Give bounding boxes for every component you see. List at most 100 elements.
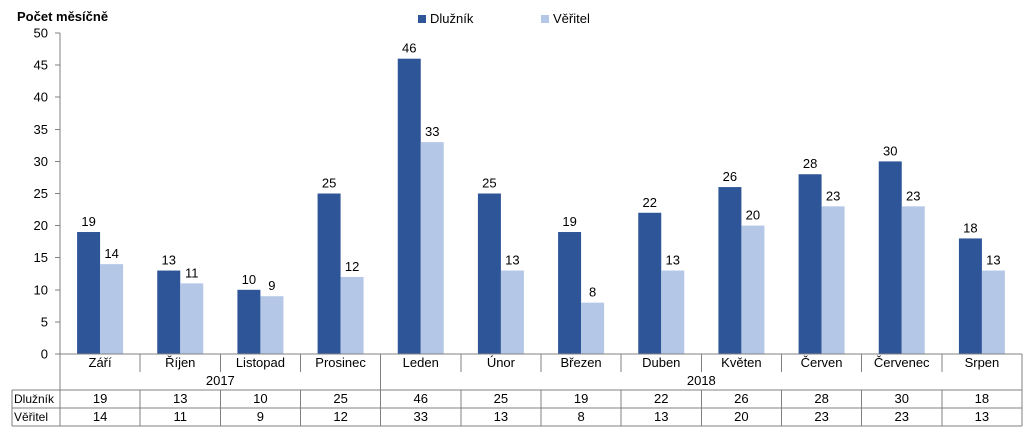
category-label: Duben [642, 355, 680, 370]
bar-value-label: 28 [803, 156, 817, 171]
bar-value-label: 20 [746, 208, 760, 223]
y-tick-label: 40 [34, 90, 48, 105]
bar-value-label: 26 [723, 169, 737, 184]
table-cell-value: 11 [174, 409, 188, 424]
y-tick-label: 25 [34, 186, 48, 201]
bar-veritel [741, 225, 765, 354]
bar-veritel [901, 206, 925, 354]
table-cell-value: 23 [814, 409, 828, 424]
table-cell-value: 19 [574, 391, 588, 406]
bar-value-label: 14 [104, 246, 118, 261]
bar-value-label: 46 [402, 41, 416, 56]
bar-value-label: 13 [505, 253, 519, 268]
table-row-header: Dlužník [14, 392, 55, 406]
bar-value-label: 33 [425, 124, 439, 139]
bar-value-label: 9 [268, 278, 275, 293]
y-axis-title: Počet měsíčně [17, 9, 108, 24]
table-cell-value: 20 [734, 409, 748, 424]
bar-veritel [821, 206, 845, 354]
bar-veritel [180, 283, 204, 354]
bar-value-label: 25 [482, 176, 496, 191]
category-label: Leden [403, 355, 439, 370]
bar-veritel [260, 296, 284, 354]
legend-swatch-1 [418, 15, 426, 23]
bar-dluznik [958, 238, 982, 354]
table-cell-value: 30 [895, 391, 909, 406]
table-cell-value: 13 [654, 409, 668, 424]
y-tick-label: 10 [34, 282, 48, 297]
category-label: Květen [721, 355, 761, 370]
category-label: Září [89, 355, 113, 370]
bar-dluznik [157, 270, 181, 354]
table-cell-value: 25 [494, 391, 508, 406]
bar-dluznik [317, 193, 341, 354]
bar-veritel [340, 276, 364, 354]
bar-veritel [500, 270, 524, 354]
y-tick-label: 20 [34, 218, 48, 233]
bar-value-label: 19 [562, 214, 576, 229]
bar-dluznik [477, 193, 501, 354]
bar-value-label: 13 [162, 253, 176, 268]
legend-label-1: Dlužník [430, 11, 474, 26]
y-tick-label: 35 [34, 122, 48, 137]
y-tick-label: 15 [34, 250, 48, 265]
table-cell-value: 13 [975, 409, 989, 424]
table-cell-value: 18 [975, 391, 989, 406]
table-cell-value: 9 [257, 409, 264, 424]
table-cell-value: 14 [93, 409, 107, 424]
bar-dluznik [718, 187, 742, 354]
bar-veritel [661, 270, 685, 354]
table-cell-value: 19 [93, 391, 107, 406]
category-label: Červen [801, 355, 843, 370]
table-cell-value: 28 [814, 391, 828, 406]
bar-value-label: 11 [185, 265, 199, 280]
bar-value-label: 18 [963, 220, 977, 235]
table-cell-value: 33 [414, 409, 428, 424]
bar-value-label: 23 [826, 188, 840, 203]
table-cell-value: 13 [173, 391, 187, 406]
table-cell-value: 12 [333, 409, 347, 424]
category-label: Srpen [965, 355, 1000, 370]
bar-dluznik [237, 289, 261, 354]
table-cell-value: 46 [414, 391, 428, 406]
category-label: Únor [487, 355, 516, 370]
y-tick-label: 50 [34, 26, 48, 41]
bar-value-label: 30 [883, 143, 897, 158]
category-label: Březen [560, 355, 601, 370]
table-row-header: Věřitel [14, 410, 48, 424]
legend-label-2: Věřitel [553, 11, 590, 26]
y-tick-label: 0 [41, 347, 48, 362]
bar-veritel [581, 302, 605, 354]
bar-veritel [981, 270, 1005, 354]
bar-dluznik [638, 212, 662, 354]
bar-dluznik [558, 232, 582, 354]
y-tick-label: 30 [34, 154, 48, 169]
bar-value-label: 12 [345, 259, 359, 274]
category-label: Listopad [236, 355, 285, 370]
bar-veritel [100, 264, 124, 354]
bar-value-label: 10 [242, 272, 256, 287]
year-group-label: 2018 [687, 373, 716, 388]
table-cell-value: 25 [333, 391, 347, 406]
bar-value-label: 19 [81, 214, 95, 229]
table-cell-value: 10 [253, 391, 267, 406]
bar-value-label: 23 [906, 188, 920, 203]
bar-dluznik [397, 58, 421, 355]
table-cell-value: 8 [577, 409, 584, 424]
bar-value-label: 13 [666, 253, 680, 268]
table-cell-value: 26 [734, 391, 748, 406]
category-label: Prosinec [315, 355, 366, 370]
category-label: Červenec [874, 355, 930, 370]
table-cell-value: 23 [895, 409, 909, 424]
bar-value-label: 8 [589, 285, 596, 300]
bar-value-label: 13 [986, 253, 1000, 268]
category-label: Říjen [165, 355, 195, 370]
bar-value-label: 25 [322, 176, 336, 191]
year-group-label: 2017 [206, 373, 235, 388]
bar-dluznik [77, 232, 101, 354]
bar-dluznik [878, 161, 902, 354]
legend-swatch-2 [541, 15, 549, 23]
y-tick-label: 5 [41, 314, 48, 329]
